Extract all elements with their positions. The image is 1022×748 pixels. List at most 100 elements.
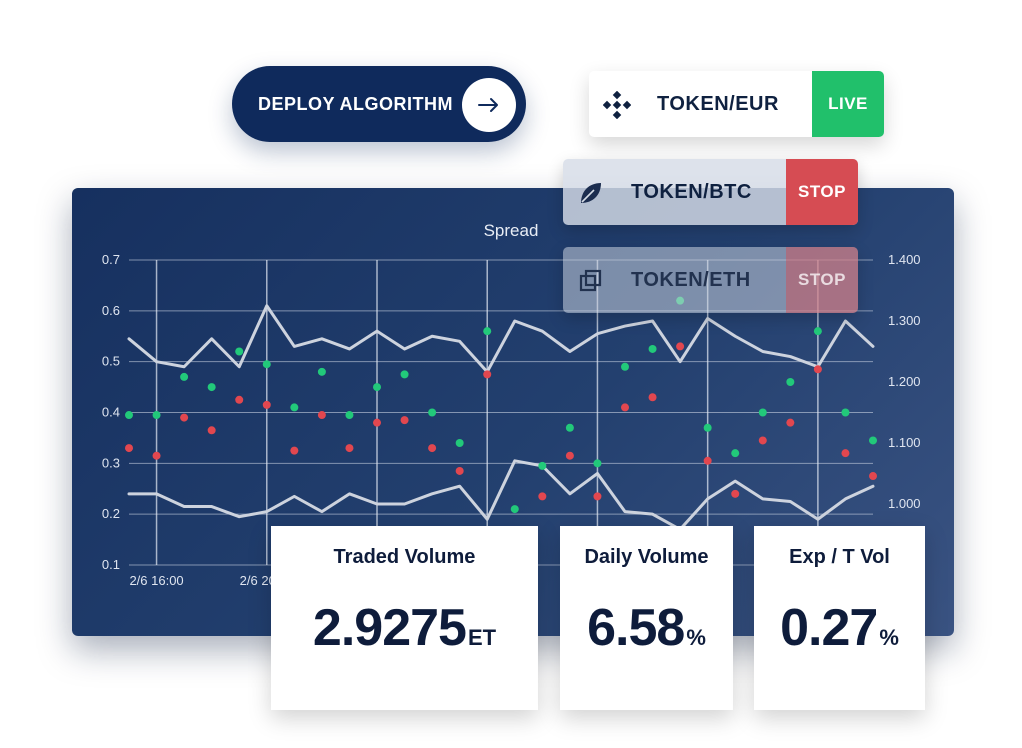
green-dot-point [400,370,409,379]
red-dot-point [621,403,629,412]
spread-chart-svg: 0.1 0.2 0.3 0.4 0.5 0.6 0.7 1.000 1.100 1.200 1.30… [102,221,921,588]
live-status-button[interactable]: LIVE [812,71,884,137]
metric-number: 2.9275 [312,599,467,657]
metric-number: 0.27 [780,599,878,657]
pair-name: TOKEN/EUR [657,93,779,115]
green-dot-point [648,344,657,353]
y-left-tick-label: 0.2 [102,506,120,521]
metric-unit: ET [467,625,497,650]
red-dot-point [400,416,409,425]
green-dot-point [593,459,602,468]
green-dot-point [207,383,216,392]
leaf-icon [577,179,605,207]
metric-card-daily-volume: Daily Volume 6.58% [560,526,733,710]
y-right-tick-label: 1.100 [888,435,921,450]
metric-title: Traded Volume [333,546,476,568]
y-left-tick-label: 0.7 [102,252,120,267]
green-dot-point [373,383,381,392]
y-right-tick-label: 1.400 [888,252,921,267]
y-left-tick-label: 0.4 [102,405,120,420]
metric-card-traded-volume: Traded Volume 2.9275ET [271,526,538,710]
red-dot-point [731,489,740,498]
green-dot-point [510,505,519,514]
y-left-tick-label: 0.3 [102,455,120,470]
red-dot-point [373,418,381,427]
y-right-tick-label: 1.200 [888,374,921,389]
red-dot-point [841,449,850,458]
copy-icon [577,267,605,295]
green-dot-point [317,367,326,376]
chart-title: Spread [484,221,539,240]
red-dot-point [703,456,712,465]
red-dot-point [565,451,574,460]
red-dot-point [345,444,354,453]
pair-name: TOKEN/ETH [631,269,751,291]
green-dot-point [152,411,161,420]
metric-value: 2.9275ET [271,598,538,658]
pair-card-token-eur[interactable]: TOKEN/EUR LIVE [589,71,884,137]
red-dot-point [207,426,216,435]
red-dot-point [538,492,547,501]
green-dot-point [621,362,629,371]
red-dot-point [593,492,602,501]
red-dot-point [428,444,437,453]
green-dot-point [125,411,133,420]
y-left-tick-label: 0.6 [102,303,120,318]
pair-card-token-btc[interactable]: TOKEN/BTC STOP [563,159,858,225]
metric-unit: % [686,625,706,650]
green-dot-point [180,372,189,381]
green-dot-point [786,378,795,386]
green-dot-point [758,408,767,417]
green-dot-point [483,327,492,336]
binance-icon [602,90,632,120]
red-dot-point [483,370,492,379]
green-dot-point [235,347,244,356]
green-dot-point [290,403,299,412]
metric-card-exp-t-vol: Exp / T Vol 0.27% [754,526,925,710]
metric-title: Exp / T Vol [789,546,890,568]
y-left-tick-label: 0.1 [102,557,120,572]
spread-series-line [127,304,875,374]
green-dot-point [262,360,271,369]
green-dot-point [703,423,712,432]
red-dot-point [813,365,822,374]
red-dot-point [869,472,877,481]
y-right-tick-label: 1.000 [888,496,921,511]
green-dot-point [428,408,437,417]
red-dot-point [676,342,685,351]
green-dot-point [731,449,740,458]
red-dot-point [648,393,657,402]
green-dot-point [455,439,464,447]
green-dot-point [813,327,822,336]
y-left-tick-label: 0.5 [102,354,120,369]
stop-status-button[interactable]: STOP [786,247,858,313]
red-dot-point [180,413,189,422]
pair-name: TOKEN/BTC [631,181,752,203]
green-dot-point [565,423,574,432]
metric-value: 6.58% [560,598,733,658]
stop-status-button[interactable]: STOP [786,159,858,225]
green-dot-point [345,411,354,420]
metric-number: 6.58 [587,599,685,657]
green-dot-point [538,461,547,470]
metric-value: 0.27% [754,598,925,658]
red-dot-point [786,418,795,427]
red-dot-point [455,466,464,475]
red-dot-point [262,400,271,409]
red-dot-point [152,451,161,460]
metric-unit: % [879,625,899,650]
green-dot-point [869,436,877,445]
green-dot-point [841,408,850,417]
metric-title: Daily Volume [584,546,709,568]
deploy-algorithm-label: DEPLOY ALGORITHM [258,93,454,114]
red-dot-point [235,395,244,404]
x-tick-label: 2/6 16:00 [129,573,183,588]
y-right-tick-label: 1.300 [888,313,921,328]
spread-series-line [127,459,875,531]
red-dot-point [758,436,767,445]
deploy-algorithm-button[interactable]: DEPLOY ALGORITHM [232,66,526,142]
pair-card-token-eth[interactable]: TOKEN/ETH STOP [563,247,858,313]
arrow-right-icon [462,78,516,132]
red-dot-point [125,444,133,453]
red-dot-point [317,411,326,420]
